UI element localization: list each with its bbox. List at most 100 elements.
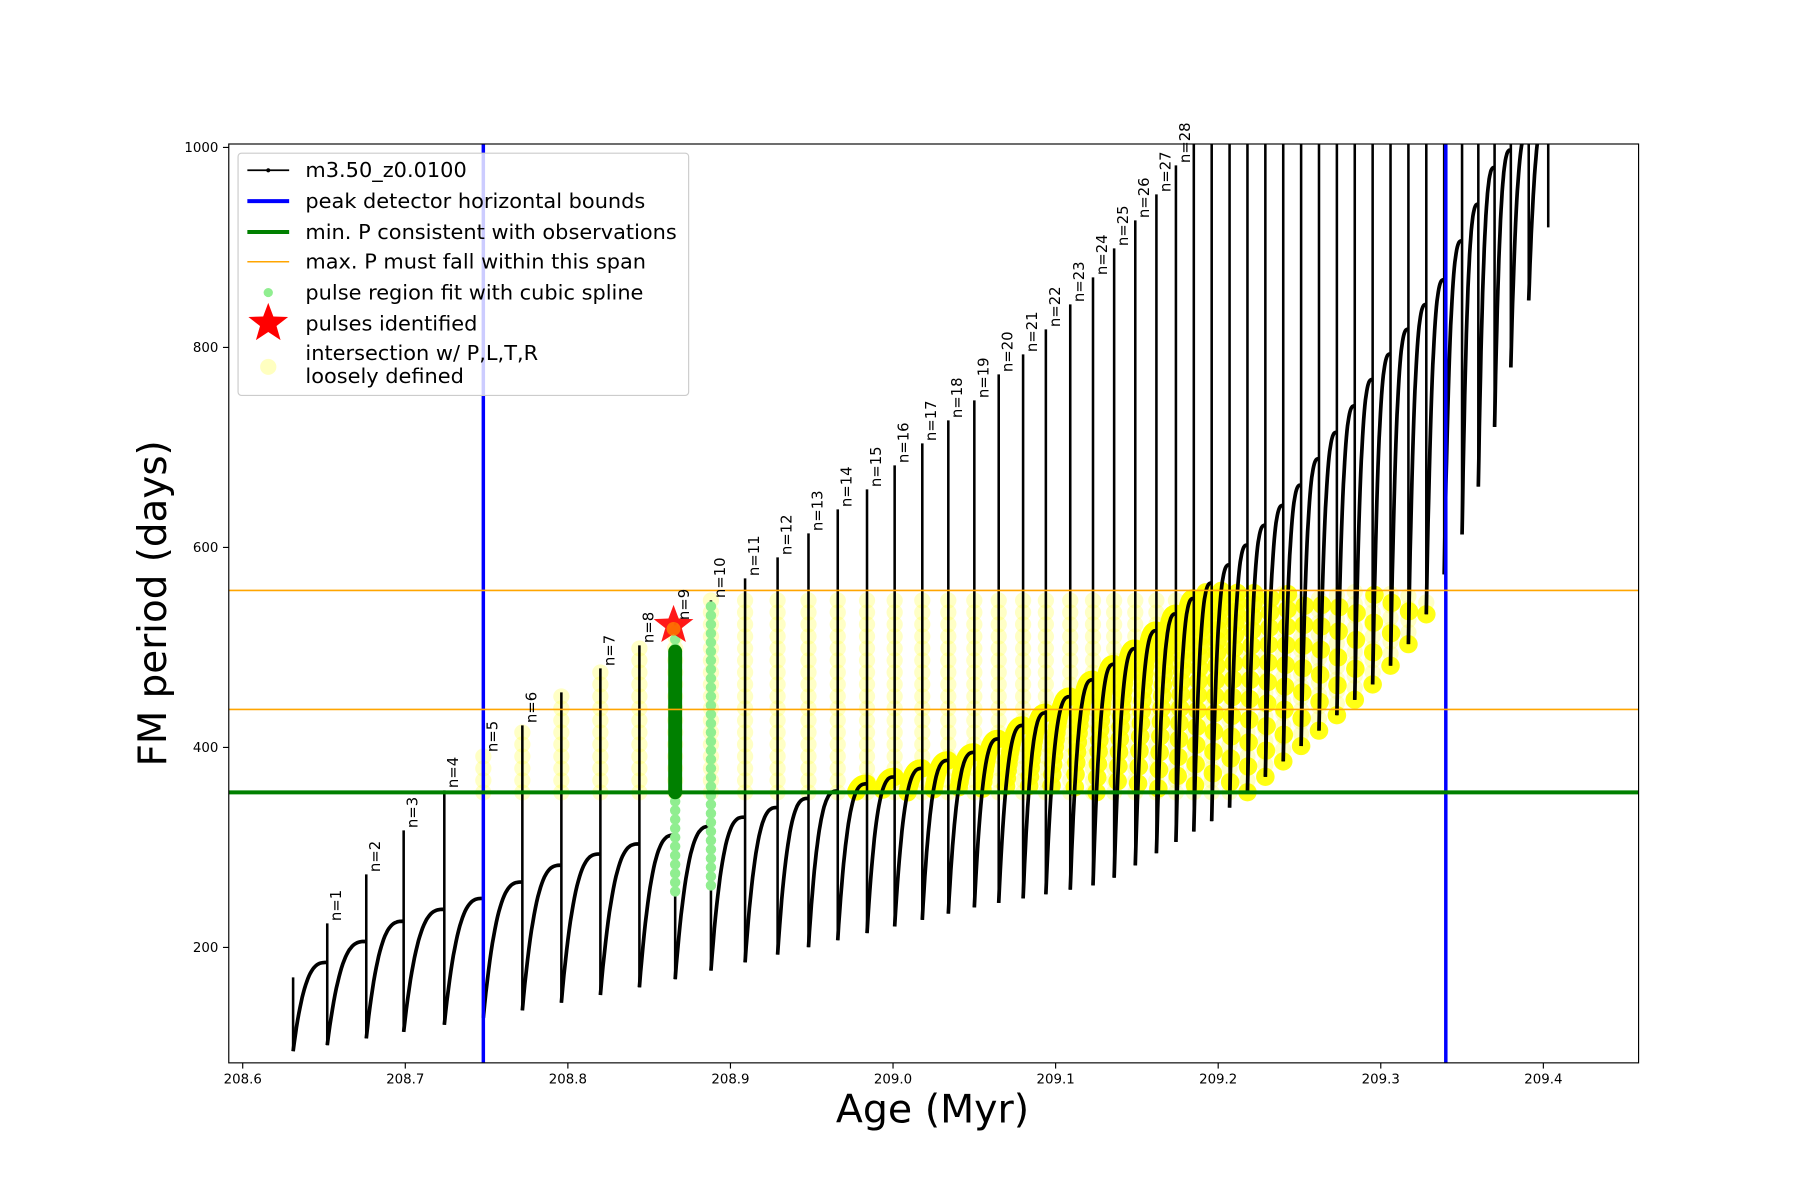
spline-fit-point	[705, 646, 717, 657]
pulse-arc	[972, 737, 999, 908]
pulse-arc	[743, 805, 778, 963]
spline-fit-point	[705, 781, 717, 792]
pulse-arc	[1424, 277, 1445, 615]
pulse-identified-marker	[666, 622, 681, 636]
mode-label: n=9	[675, 589, 693, 620]
spline-fit-point	[705, 880, 717, 891]
pulse-arc	[946, 750, 975, 914]
y-tick-label: 1000	[184, 141, 218, 156]
legend-label: max. P must fall within this span	[305, 250, 646, 274]
legend-label: m3.50_z0.0100	[305, 158, 466, 183]
spline-fit-point	[705, 736, 717, 747]
spline-fit-point	[705, 700, 717, 711]
mode-label: n=28	[1176, 122, 1194, 163]
x-tick-label: 209.3	[1362, 1073, 1400, 1088]
pulse-arc	[996, 723, 1024, 904]
mode-label: n=23	[1070, 261, 1088, 302]
spline-fit-point	[705, 853, 717, 864]
legend-swatch-dot	[266, 168, 271, 173]
pulse-arc	[892, 766, 923, 927]
pulse-arc	[865, 775, 895, 934]
pulse-arc	[1133, 628, 1157, 866]
pulse-arc	[1174, 596, 1194, 842]
spline-fit-point	[705, 808, 717, 819]
mode-label: n=20	[999, 331, 1017, 372]
legend-label: pulses identified	[305, 311, 477, 335]
mode-label: n=1	[327, 890, 345, 921]
pulse-arc	[364, 919, 404, 1039]
spline-fit-point	[705, 826, 717, 837]
spline-fit-point	[705, 601, 717, 612]
y-tick-label: 400	[193, 741, 218, 756]
mode-label: n=14	[838, 466, 856, 507]
pulse-arc	[1209, 562, 1230, 822]
mode-label: n=18	[948, 377, 966, 418]
pulse-arc	[1068, 678, 1094, 890]
spline-fit-point	[705, 718, 717, 729]
spline-fit-markers	[668, 601, 717, 897]
mode-label: n=5	[483, 721, 501, 752]
spline-fit-point	[705, 799, 717, 810]
legend-label: pulse region fit with cubic spline	[305, 281, 643, 305]
pulse-arc	[1299, 456, 1319, 747]
x-axis-label: Age (Myr)	[836, 1088, 1029, 1133]
legend-swatch-circle	[260, 358, 277, 375]
y-tick-label: 600	[193, 541, 218, 556]
spline-fit-point	[705, 664, 717, 675]
x-tick-label: 209.1	[1037, 1073, 1075, 1088]
spline-fit-point	[669, 886, 681, 897]
legend-star-icon	[248, 302, 289, 341]
pulse-arc	[598, 842, 640, 996]
pulse-arc	[1460, 202, 1479, 535]
mode-label: n=6	[522, 692, 540, 723]
mode-label: n=27	[1156, 151, 1174, 192]
pulse-arc	[637, 833, 676, 988]
spline-fit-point	[705, 763, 717, 774]
legend-swatch-dot	[263, 288, 273, 298]
pulse-arc	[1526, 144, 1540, 301]
pulse-arc	[1191, 581, 1213, 832]
x-tick-label: 208.8	[549, 1073, 587, 1088]
pulse-arc	[1154, 612, 1176, 854]
pulse-arc	[775, 796, 809, 955]
mode-label: n=12	[777, 514, 795, 555]
pulse-arc	[1352, 377, 1373, 700]
spline-fit-point	[669, 877, 681, 888]
pulse-arc	[1370, 352, 1391, 685]
mode-label: n=4	[444, 757, 462, 788]
x-tick-label: 208.6	[224, 1073, 262, 1088]
legend-label: loosely defined	[305, 364, 463, 388]
spline-fit-point	[705, 772, 717, 783]
mode-label: n=3	[403, 797, 421, 828]
pulse-arc	[1317, 430, 1337, 731]
pulse-arc	[673, 824, 712, 980]
spline-fit-point	[705, 628, 717, 639]
x-tick-label: 208.9	[711, 1073, 749, 1088]
x-tick-label: 208.7	[386, 1073, 424, 1088]
y-tick-label: 200	[193, 941, 218, 956]
mode-label: n=2	[366, 841, 384, 872]
spline-fit-point	[705, 709, 717, 720]
pulse-arc	[920, 758, 949, 920]
mode-label: n=7	[600, 635, 618, 666]
pulse-arc	[1263, 503, 1284, 777]
pulse-arc	[835, 781, 868, 941]
pulse-arc	[1044, 694, 1071, 895]
pulse-arc	[1245, 523, 1266, 793]
pulse-arc	[1406, 302, 1427, 645]
spline-fit-point	[669, 841, 681, 852]
mode-label: n=22	[1046, 286, 1064, 327]
mode-label: n=10	[711, 557, 729, 598]
x-tick-label: 209.0	[874, 1073, 912, 1088]
spline-fit-point	[705, 817, 717, 828]
y-axis-label: FM period (days)	[131, 440, 176, 766]
mode-label: n=25	[1114, 205, 1132, 246]
mode-label: n=19	[974, 357, 992, 398]
pulse-arc	[1476, 165, 1495, 487]
spline-fit-point	[705, 727, 717, 738]
spline-fit-point	[669, 832, 681, 843]
spline-fit-point	[705, 754, 717, 765]
spline-fit-point	[705, 745, 717, 756]
spline-fit-point	[705, 610, 717, 621]
